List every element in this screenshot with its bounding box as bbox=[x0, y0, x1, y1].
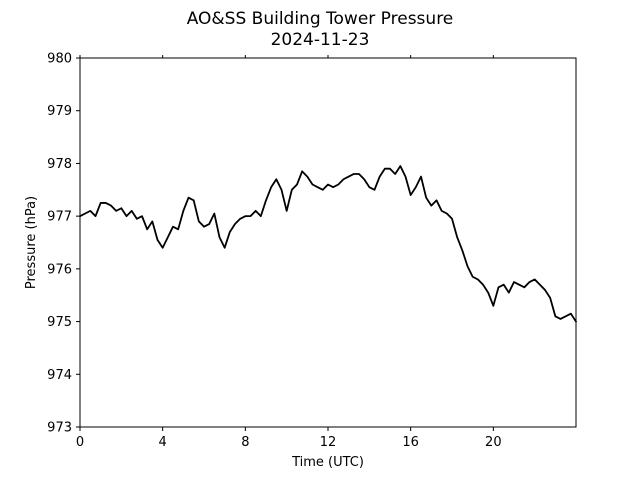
x-tick-label: 8 bbox=[241, 435, 249, 450]
plot-frame bbox=[79, 57, 577, 428]
y-tick-label: 974 bbox=[47, 368, 72, 383]
x-tick-label: 20 bbox=[485, 435, 502, 450]
pressure-series-line bbox=[79, 165, 577, 323]
y-tick-label: 979 bbox=[47, 104, 72, 119]
x-tick-label: 4 bbox=[159, 435, 167, 450]
x-axis-label: Time (UTC) bbox=[291, 455, 364, 470]
chart-title: AO&SS Building Tower Pressure bbox=[187, 9, 454, 29]
y-tick-label: 973 bbox=[47, 421, 72, 436]
x-tick-label: 0 bbox=[76, 435, 84, 450]
y-tick-label: 975 bbox=[47, 315, 72, 330]
chart-subtitle: 2024-11-23 bbox=[271, 30, 370, 50]
y-tick-label: 978 bbox=[47, 157, 72, 172]
y-tick-label: 977 bbox=[47, 210, 72, 225]
y-axis-label: Pressure (hPa) bbox=[24, 196, 39, 289]
x-tick-label: 12 bbox=[320, 435, 337, 450]
y-tick-label: 980 bbox=[47, 52, 72, 67]
x-tick-label: 16 bbox=[402, 435, 419, 450]
axis-ticks: 0 4 8 12 16 20 973 974 975 976 977 978 979 980 bbox=[47, 52, 501, 451]
y-tick-label: 976 bbox=[47, 262, 72, 277]
